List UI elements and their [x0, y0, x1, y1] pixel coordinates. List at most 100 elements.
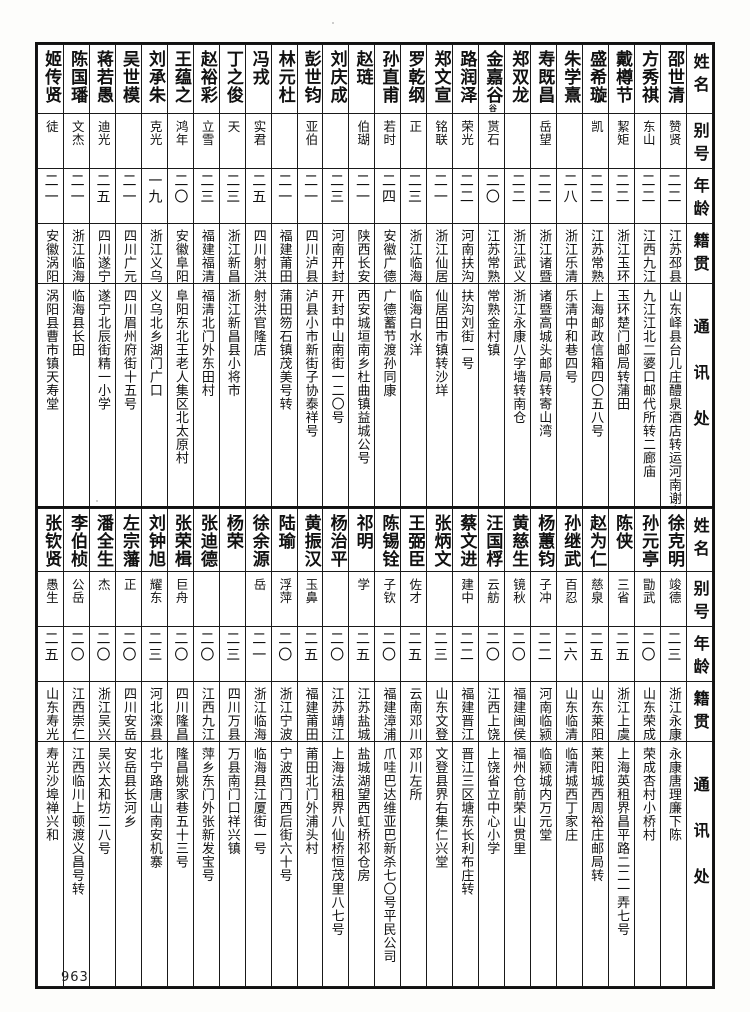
cell-native-place: 河北滦县 — [140, 681, 168, 742]
cell-native-place: 福建莆田 — [296, 681, 324, 742]
cell-name: 陈国璠 — [62, 44, 90, 114]
age-text: 二三 — [431, 631, 448, 663]
alias-text: 鸿年 — [173, 120, 189, 146]
row-header-native-place: 籍贯 — [685, 681, 714, 742]
cell-address: 遂宁北辰街精一小学 — [88, 283, 116, 533]
cell-alias — [270, 113, 298, 169]
page-number: 963 — [61, 970, 89, 985]
cell-native-place: 四川广元 — [114, 223, 142, 284]
cell-name: 戴樽节 — [607, 44, 635, 114]
roster-table-top: 姬传贤 陈国璠 蒋若愚 吴世模 刘承朱 王蕴之 赵裕彩 丁之俊 冯戎 林元杜 彭世钧 刘庆成 赵琏 孙直甫… — [35, 42, 715, 535]
row-header-age: 年龄 — [685, 168, 714, 224]
row-name: 姬传贤 陈国璠 蒋若愚 吴世模 刘承朱 王蕴之 赵裕彩 丁之俊 冯戎 林元杜 彭世钧 刘庆成 赵琏 孙直甫… — [37, 44, 714, 114]
age-text: 二二 — [457, 631, 474, 663]
cell-alias — [322, 571, 350, 627]
cell-native-place: 浙江诸暨 — [530, 223, 558, 284]
cell-name: 潘全生 — [88, 508, 116, 572]
native-place-text: 浙江永康 — [665, 687, 681, 741]
cell-alias: 若时 — [374, 113, 402, 169]
row-header-label: 通讯处 — [690, 776, 710, 914]
cell-address: 广德蓄节渡孙同康 — [374, 283, 402, 533]
name-text: 姬传贤 — [41, 50, 62, 104]
name-text: 黄慈生 — [508, 514, 529, 568]
age-text: 二三 — [665, 631, 682, 663]
age-text: 二一 — [42, 173, 59, 205]
age-text: 二〇 — [483, 631, 500, 663]
row-header-label: 姓名 — [690, 517, 710, 563]
alias-text: 立雪 — [199, 120, 215, 146]
alias-text: 玉鼻 — [303, 578, 319, 604]
address-text: 莱阳城西周裕庄邮局转 — [588, 747, 604, 882]
cell-address: 扶沟刘街一号 — [452, 283, 480, 533]
cell-native-place: 江苏邳县 — [659, 223, 687, 284]
cell-native-place: 浙江永康 — [659, 681, 687, 742]
alias-text: 亚伯 — [303, 120, 319, 146]
cell-name: 孙继武 — [556, 508, 584, 572]
age-text: 一九 — [146, 173, 163, 205]
cell-alias: 慈泉 — [582, 571, 609, 627]
cell-address: 上海英租界昌平路二二一弄七号 — [607, 741, 635, 987]
roster-table: 张钦贤 李伯桢 潘全生 左宗藩 刘钟旭 张荣楫 张迪德 杨荣 徐余源 陆瑜 黄振汉 杨治平 祁明 陈锡铨王… — [35, 506, 715, 989]
alias-text: 东山 — [640, 120, 656, 146]
cell-age: 二二 — [607, 168, 635, 224]
cell-alias: 公岳 — [62, 571, 90, 627]
address-text: 临海县江厦街一号 — [250, 747, 266, 855]
address-text: 福州仓前荣山贯里 — [510, 747, 526, 855]
cell-address: 福清北门外东田村 — [192, 283, 220, 533]
name-text: 罗乾纲 — [404, 50, 425, 104]
cell-alias: 勖武 — [633, 571, 661, 627]
cell-name: 陈锡铨 — [374, 508, 402, 572]
cell-age: 二二 — [452, 168, 480, 224]
cell-name: 赵琏 — [348, 44, 376, 114]
address-text: 涡阳县曹市镇天寿堂 — [43, 289, 59, 411]
address-text: 临颍城内万元堂 — [536, 747, 552, 842]
native-place-text: 福建晋江 — [458, 687, 474, 741]
address-text: 临海白水洋 — [406, 289, 422, 357]
alias-text: 佐才 — [407, 578, 423, 604]
cell-age: 二〇 — [478, 168, 506, 224]
cell-alias — [114, 113, 142, 169]
alias-text: 凯 — [588, 120, 604, 133]
cell-alias: 学 — [348, 571, 376, 627]
cell-age: 二一 — [244, 626, 272, 682]
address-text: 宁波西门西后街六十号 — [276, 747, 292, 882]
age-text: 二〇 — [198, 631, 215, 663]
alias-text: 杰 — [95, 578, 111, 591]
alias-text: 絜矩 — [614, 120, 630, 146]
name-text: 路润泽 — [456, 50, 477, 104]
name-text: 汪国桴 — [482, 514, 503, 568]
address-text: 上海法租界八仙桥恒茂里八七号 — [328, 747, 344, 936]
address-text: 福清北门外东田村 — [198, 289, 214, 397]
address-text: 开封中山南街一二〇号 — [328, 289, 344, 424]
address-text: 九江江北二婆口邮代所转二廊庙 — [640, 289, 656, 478]
cell-age: 二四 — [374, 168, 402, 224]
native-place-text: 福建莆田 — [276, 229, 292, 283]
native-place-text: 浙江诸暨 — [536, 229, 552, 283]
native-place-text: 河北滦县 — [146, 687, 162, 741]
name-text: 蒋若愚 — [93, 50, 114, 104]
cell-age: 二一 — [426, 168, 454, 224]
cell-name: 左宗藩 — [114, 508, 142, 572]
name-text: 方秀祺 — [638, 50, 659, 104]
cell-age: 一九 — [140, 168, 168, 224]
cell-alias: 岳 — [244, 571, 272, 627]
row-header-native-place: 籍贯 — [685, 223, 714, 284]
cell-alias: 杰 — [88, 571, 116, 627]
cell-address: 临颍城内万元堂 — [530, 741, 558, 987]
native-place-text: 浙江仙居 — [432, 229, 448, 283]
cell-native-place: 云南邓川 — [400, 681, 428, 742]
native-place-text: 四川射洪 — [250, 229, 266, 283]
alias-text: 岳望 — [536, 120, 552, 146]
native-place-text: 山东莱阳 — [588, 687, 604, 741]
name-text: 盛希璇 — [586, 50, 607, 104]
cell-name: 盛希璇 — [582, 44, 609, 114]
address-text: 山东峄县台儿庄醴泉酒店转运河南谢家庄 — [665, 289, 681, 532]
cell-native-place: 浙江新昌 — [218, 223, 246, 284]
native-place-text: 陕西长安 — [354, 229, 370, 283]
cell-address: 诸暨高城头邮局转寄山湾 — [530, 283, 558, 533]
cell-address: 荣成杏村小桥村 — [633, 741, 661, 987]
cell-name: 张荣楫 — [166, 508, 194, 572]
cell-native-place: 浙江义乌 — [140, 223, 168, 284]
native-place-text: 四川遂宁 — [95, 229, 110, 283]
cell-native-place: 浙江上虞 — [607, 681, 635, 742]
